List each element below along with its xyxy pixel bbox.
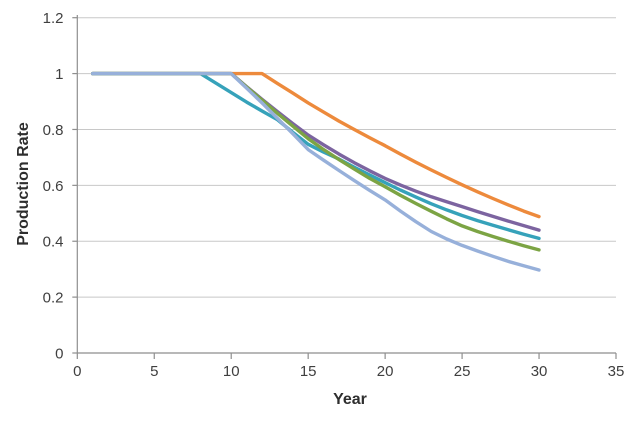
x-tick-label-25: 25	[454, 363, 471, 380]
x-tick-label-10: 10	[223, 363, 240, 380]
tick-labels: 0 0.2 0.4 0.6 0.8 1 1.2 0 5 10 15 20 25 30 35	[43, 10, 625, 380]
y-tick-label-0: 0	[55, 346, 63, 363]
y-axis-title: Production Rate	[15, 122, 32, 246]
y-tick-label-0.8: 0.8	[43, 122, 64, 139]
y-tick-label-0.4: 0.4	[43, 234, 64, 251]
data-series	[90, 71, 541, 272]
x-tick-label-5: 5	[150, 363, 158, 380]
axes	[72, 15, 617, 359]
x-tick-label-35: 35	[608, 363, 625, 380]
x-tick-label-30: 30	[531, 363, 548, 380]
series-line-lightblue-curve	[90, 71, 541, 272]
x-tick-label-20: 20	[377, 363, 394, 380]
y-tick-label-0.2: 0.2	[43, 290, 64, 307]
y-tick-label-1: 1	[55, 66, 63, 83]
series-line-purple-curve	[90, 71, 541, 232]
y-tick-label-1.2: 1.2	[43, 10, 64, 27]
y-tick-label-0.6: 0.6	[43, 178, 64, 195]
x-tick-label-15: 15	[300, 363, 317, 380]
x-axis-title: Year	[333, 391, 367, 408]
x-tick-label-0: 0	[73, 363, 81, 380]
series-line-green-curve	[90, 71, 541, 252]
